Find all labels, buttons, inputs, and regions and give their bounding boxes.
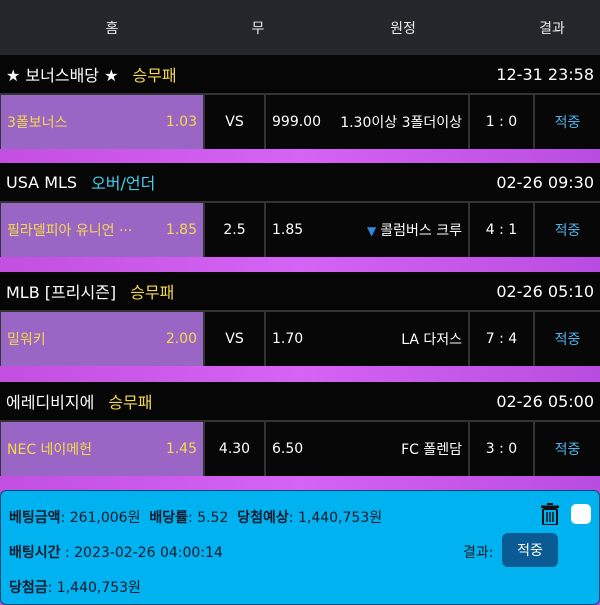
col-home: 홈 xyxy=(105,21,119,37)
win-label: 당첨금 xyxy=(9,580,48,596)
away-odds: 1.70 xyxy=(272,331,304,347)
score: 4 : 1 xyxy=(470,203,533,257)
score: 7 : 4 xyxy=(470,312,533,366)
game-row: NEC 네이메헌 1.45 4.30 6.50 FC 폴렌담 3 : 0 적중 xyxy=(0,420,600,476)
league-name: MLB [프리시즌] xyxy=(6,283,117,302)
odds-label: 배당률 xyxy=(149,510,189,526)
away-pick[interactable]: 1.70 LA 다저스 xyxy=(266,312,468,366)
result-status: 적중 xyxy=(535,95,600,149)
draw-pick[interactable]: VS xyxy=(205,95,264,149)
triangle-down-icon: ▼ xyxy=(367,224,377,238)
home-odds: 1.03 xyxy=(165,114,197,130)
result-status: 적중 xyxy=(535,203,600,257)
league-name: 에레디비지에 xyxy=(6,393,95,412)
bet-summary: 베팅금액: 261,006원 배당률: 5.52 당첨예상: 1,440,753… xyxy=(0,490,600,605)
game-section: ★ 보너스배당 ★ 승무패 12-31 23:58 3폴보너스 1.03 VS 9… xyxy=(0,55,600,149)
draw-pick[interactable]: 2.5 xyxy=(205,203,264,257)
home-odds: 2.00 xyxy=(165,331,197,347)
away-odds: 6.50 xyxy=(272,441,304,457)
away-pick[interactable]: 6.50 FC 폴렌담 xyxy=(266,422,468,476)
col-away: 원정 xyxy=(390,21,416,37)
home-team: NEC 네이메헌 xyxy=(7,442,93,458)
league-header: USA MLS 오버/언더 02-26 09:30 xyxy=(0,163,600,201)
score: 1 : 0 xyxy=(470,95,533,149)
home-odds: 1.85 xyxy=(165,222,197,238)
home-pick[interactable]: 3폴보너스 1.03 xyxy=(1,95,203,149)
game-row: 3폴보너스 1.03 VS 999.00 1.30이상 3폴더이상 1 : 0 적중 xyxy=(0,93,600,149)
home-pick[interactable]: 밀워키 2.00 xyxy=(1,312,203,366)
game-time: 02-26 05:00 xyxy=(496,391,594,411)
odds-value: : 5.52 xyxy=(188,510,229,526)
away-pick[interactable]: 1.85 ▼ 콜럼버스 크루 xyxy=(266,203,468,257)
game-time: 12-31 23:58 xyxy=(496,64,594,84)
bet-type: 오버/언더 xyxy=(91,174,156,193)
draw-pick[interactable]: 4.30 xyxy=(205,422,264,476)
away-odds: 1.85 xyxy=(272,222,304,238)
league-name: USA MLS xyxy=(6,172,78,192)
col-result: 결과 xyxy=(539,21,565,37)
away-team: 콜럼버스 크루 xyxy=(380,223,462,239)
home-team: 밀워키 xyxy=(7,332,46,348)
win-line: 당첨금: 1,440,753원 xyxy=(9,577,141,597)
bet-label: 베팅금액 xyxy=(9,510,61,526)
home-pick[interactable]: NEC 네이메헌 1.45 xyxy=(1,422,203,476)
home-team: 필라델피아 유니언 ··· xyxy=(7,223,133,239)
time-line: 배팅시간 : 2023-02-26 04:00:14 xyxy=(9,542,223,562)
home-odds: 1.45 xyxy=(165,441,197,457)
time-label: 배팅시간 xyxy=(9,545,61,561)
away-team: 1.30이상 3폴더이상 xyxy=(340,115,462,131)
game-section: 에레디비지에 승무패 02-26 05:00 NEC 네이메헌 1.45 4.30… xyxy=(0,382,600,476)
result-button[interactable]: 적중 xyxy=(502,533,558,567)
league-name: ★ 보너스배당 ★ xyxy=(6,66,119,85)
game-section: USA MLS 오버/언더 02-26 09:30 필라델피아 유니언 ··· 1… xyxy=(0,163,600,257)
home-pick[interactable]: 필라델피아 유니언 ··· 1.85 xyxy=(1,203,203,257)
game-row: 필라델피아 유니언 ··· 1.85 2.5 1.85 ▼ 콜럼버스 크루 4 : 1… xyxy=(0,201,600,257)
bet-type: 승무패 xyxy=(108,393,153,412)
bet-time: : 2023-02-26 04:00:14 xyxy=(60,545,223,561)
result-status: 적중 xyxy=(535,422,600,476)
bet-type: 승무패 xyxy=(130,283,175,302)
result-label: 결과: xyxy=(463,545,494,561)
home-team: 3폴보너스 xyxy=(7,115,68,131)
away-team: FC 폴렌담 xyxy=(401,442,462,458)
game-time: 02-26 05:10 xyxy=(496,281,594,301)
bet-amount: : 261,006원 xyxy=(60,510,141,526)
game-section: MLB [프리시즌] 승무패 02-26 05:10 밀워키 2.00 VS 1.… xyxy=(0,272,600,366)
league-header: ★ 보너스배당 ★ 승무패 12-31 23:58 xyxy=(0,55,600,93)
win-amount: : 1,440,753원 xyxy=(47,580,141,596)
table-header: 홈 무 원정 결과 xyxy=(0,0,600,55)
expected-value: : 1,440,753원 xyxy=(288,510,383,526)
away-pick[interactable]: 999.00 1.30이상 3폴더이상 xyxy=(266,95,468,149)
away-odds: 999.00 xyxy=(272,114,321,130)
bet-type: 승무패 xyxy=(132,66,177,85)
league-header: MLB [프리시즌] 승무패 02-26 05:10 xyxy=(0,272,600,310)
col-draw: 무 xyxy=(251,21,265,37)
bet-line: 베팅금액: 261,006원 배당률: 5.52 당첨예상: 1,440,753… xyxy=(9,507,382,527)
result-status: 적중 xyxy=(535,312,600,366)
game-row: 밀워키 2.00 VS 1.70 LA 다저스 7 : 4 적중 xyxy=(0,310,600,366)
away-team: LA 다저스 xyxy=(401,332,462,348)
score: 3 : 0 xyxy=(470,422,533,476)
trash-icon[interactable] xyxy=(541,503,559,525)
select-checkbox[interactable] xyxy=(571,504,591,524)
draw-pick[interactable]: VS xyxy=(205,312,264,366)
game-time: 02-26 09:30 xyxy=(496,172,594,192)
expected-label: 당첨예상 xyxy=(237,510,289,526)
league-header: 에레디비지에 승무패 02-26 05:00 xyxy=(0,382,600,420)
